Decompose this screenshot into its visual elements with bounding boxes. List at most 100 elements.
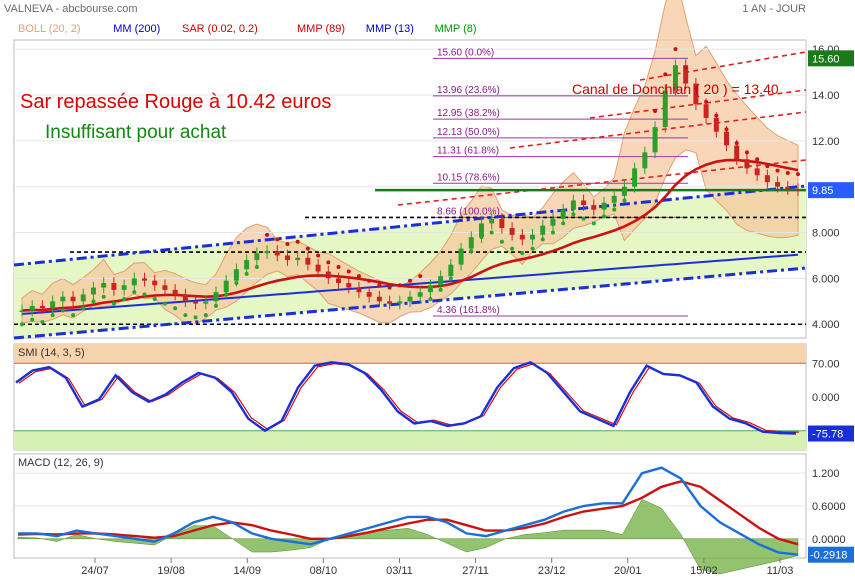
candle-body xyxy=(754,168,760,176)
sar-dot xyxy=(377,283,382,288)
smi-oversold-zone xyxy=(14,430,806,450)
donchian-line xyxy=(397,159,807,206)
candle-body xyxy=(713,117,719,132)
sar-dot xyxy=(550,230,555,235)
sar-dot xyxy=(724,127,729,132)
sar-dot xyxy=(632,180,637,185)
candle-body xyxy=(336,278,342,283)
sar-dot xyxy=(316,253,321,258)
smi-tick-label: 70.00 xyxy=(812,358,840,370)
candle-body xyxy=(101,282,107,288)
smi-tick-label: 0.000 xyxy=(812,392,840,404)
candle-body xyxy=(489,218,495,224)
candle-body xyxy=(417,292,423,297)
candle-body xyxy=(499,218,505,228)
sar-dot xyxy=(254,264,259,269)
candle-body xyxy=(530,234,536,240)
fibonacci-label: 10.15 (78.6%) xyxy=(437,172,500,183)
candle-body xyxy=(90,287,96,295)
fibonacci-label: 11.31 (61.8%) xyxy=(437,146,499,157)
legend: BOLL (20, 2) MM (200) SAR (0.02, 0.2) MMP (… xyxy=(18,23,477,35)
sar-dot xyxy=(387,285,392,290)
x-tick-label: 24/07 xyxy=(81,565,109,577)
sar-dot xyxy=(469,248,474,253)
price-tick-label: 14.00 xyxy=(812,90,840,102)
channel-lower-line xyxy=(13,266,807,340)
donchian-line xyxy=(639,51,807,81)
sar-dot xyxy=(111,301,116,306)
fibonacci-label: 12.13 (50.0%) xyxy=(437,127,500,138)
x-tick-label: 11/03 xyxy=(767,565,794,577)
sar-dot xyxy=(785,170,790,175)
sar-dot xyxy=(336,264,341,269)
macd-tick-label: 0.0000 xyxy=(812,534,846,546)
smi-last-label: -75.78 xyxy=(812,429,843,441)
fibonacci-label: 13.96 (23.6%) xyxy=(437,85,500,96)
annotation-sar: Sar repassée Rouge à 10.42 euros xyxy=(20,91,331,113)
candle-body xyxy=(703,104,709,118)
candle-body xyxy=(60,296,66,302)
candle-body xyxy=(29,305,35,311)
sar-dot xyxy=(183,313,188,318)
candle-body xyxy=(591,205,597,210)
sar-dot xyxy=(346,269,351,274)
candle-body xyxy=(621,186,627,196)
candle-body xyxy=(346,282,352,288)
legend-item: MM (200) xyxy=(113,23,160,35)
sar-dot xyxy=(265,232,270,237)
sar-dot xyxy=(653,109,658,114)
sar-dot xyxy=(428,297,433,302)
sar-dot xyxy=(244,271,249,276)
sar-dot xyxy=(203,313,208,318)
candle-body xyxy=(693,83,699,105)
candle-body xyxy=(724,131,730,146)
candle-body xyxy=(295,257,301,261)
candle-body xyxy=(223,280,229,293)
sar-dot xyxy=(367,278,372,283)
sar-dot xyxy=(489,230,494,235)
channel-upper-line xyxy=(13,184,807,267)
sar-dot xyxy=(60,308,65,313)
price-label-text: 15.60 xyxy=(812,53,840,65)
price-tick-label: 4.000 xyxy=(812,319,840,331)
macd-panel: 1.200 0.6000 0.0000 MACD (12, 26, 9) -0.2918 xyxy=(13,453,854,575)
candle-body xyxy=(540,225,546,235)
legend-item: MMP (8) xyxy=(435,23,477,35)
candle-body xyxy=(397,301,403,304)
candle-body xyxy=(376,296,382,302)
sar-dot xyxy=(602,214,606,219)
sar-dot xyxy=(591,221,596,226)
candle-body xyxy=(264,250,270,254)
candle-body xyxy=(111,282,117,290)
sar-dot xyxy=(755,157,760,162)
candle-body xyxy=(407,296,413,302)
candle-body xyxy=(203,301,209,304)
candle-body xyxy=(519,234,525,240)
price-label-box xyxy=(808,50,854,67)
annotation-donchian: Canal de Donchian ( 20 ) = 13.40 xyxy=(572,81,779,97)
sar-dot xyxy=(234,280,239,285)
sar-dot xyxy=(796,172,800,177)
candle-body xyxy=(182,294,188,302)
sar-dot xyxy=(40,319,45,324)
x-tick-label: 19/08 xyxy=(157,565,185,577)
sar-dot xyxy=(520,251,525,256)
sar-dot xyxy=(459,260,464,265)
sar-dot xyxy=(775,168,780,173)
candle-body xyxy=(50,301,56,309)
legend-item: MMP (13) xyxy=(366,23,414,35)
annotation-advice: Insuffisant pour achat xyxy=(45,122,227,143)
macd-tick-label: 1.200 xyxy=(812,468,840,480)
smi-line xyxy=(15,360,797,435)
macd-signal-line xyxy=(17,480,799,546)
candle-body xyxy=(80,294,86,302)
candle-body xyxy=(305,257,311,265)
candle-body xyxy=(458,248,464,265)
sar-dot xyxy=(30,317,35,322)
sar-dot xyxy=(132,290,137,295)
candle-body xyxy=(254,253,260,261)
price-label-text: 9.85 xyxy=(812,185,833,197)
candle-body xyxy=(601,202,607,210)
candle-body xyxy=(468,237,474,249)
sar-dot xyxy=(71,313,76,318)
